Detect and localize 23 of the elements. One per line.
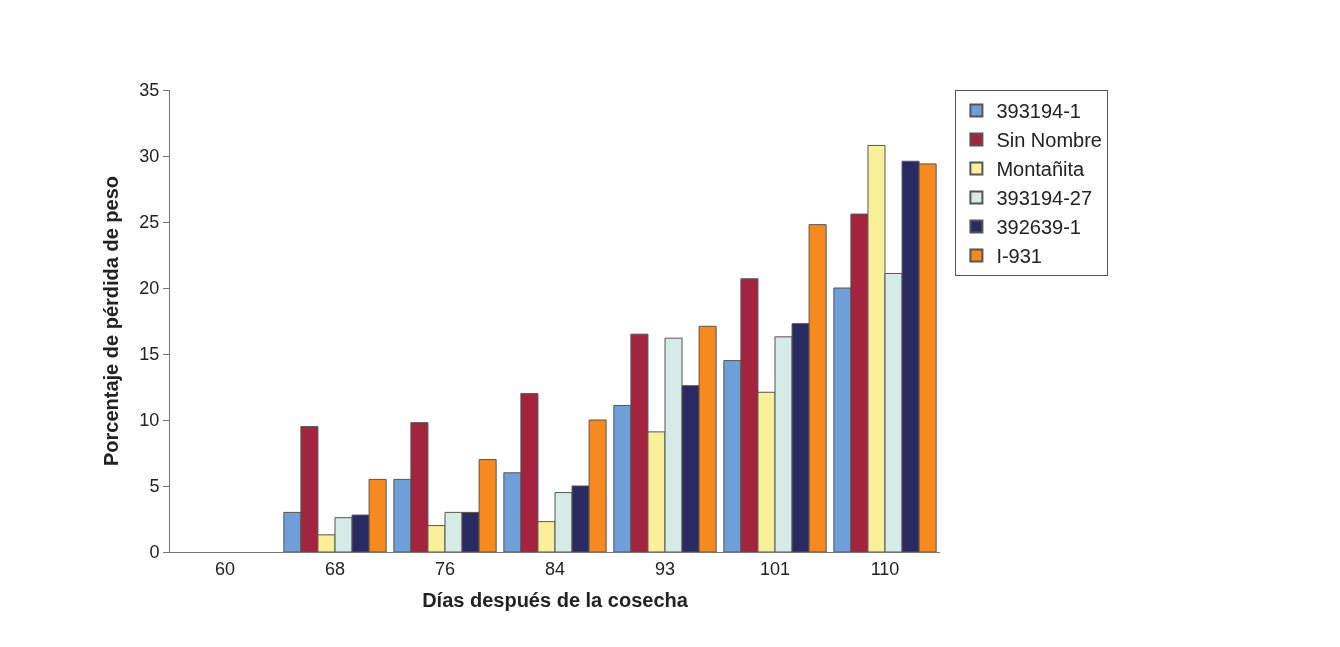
- legend-label: 393194-27: [996, 187, 1093, 210]
- x-tick-label: 76: [434, 558, 456, 579]
- x-tick-label: 84: [544, 558, 566, 579]
- y-tick-label: 0: [149, 542, 160, 563]
- x-tick-label: 60: [214, 558, 236, 579]
- legend-label: I-931: [996, 245, 1042, 268]
- x-tick-label: 110: [870, 558, 900, 579]
- x-tick-label: 68: [324, 558, 346, 579]
- x-tick-label: 93: [654, 558, 676, 579]
- y-tick-label: 20: [139, 278, 160, 299]
- y-tick-label: 15: [139, 344, 160, 365]
- y-tick-label: 5: [149, 476, 160, 497]
- legend-label: Montañita: [996, 158, 1086, 181]
- y-tick-label: 35: [139, 80, 160, 101]
- y-tick-label: 30: [139, 146, 160, 167]
- y-tick-label: 25: [139, 212, 160, 233]
- x-axis-title: Días después de la cosecha: [422, 589, 689, 612]
- y-axis-title: Porcentaje de pérdida de peso: [99, 175, 122, 467]
- legend-label: 393194-1: [996, 100, 1081, 123]
- legend-label: Sin Nombre: [996, 129, 1103, 152]
- y-tick-label: 10: [139, 410, 160, 431]
- x-tick-label: 101: [759, 558, 791, 579]
- legend-label: 392639-1: [996, 216, 1081, 239]
